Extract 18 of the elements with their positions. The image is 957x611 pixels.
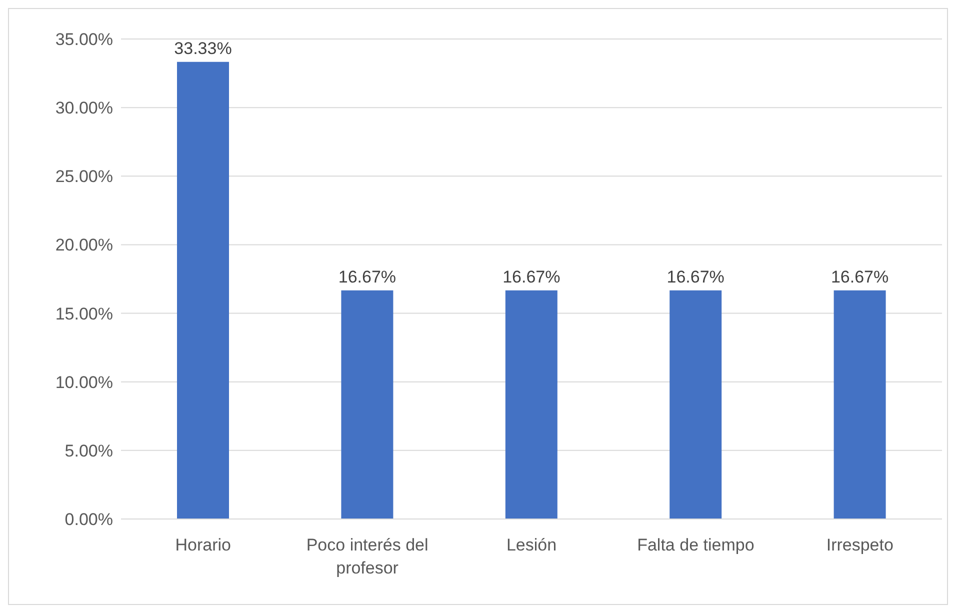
data-label: 16.67% — [338, 267, 396, 286]
x-tick-label: Falta de tiempo — [637, 535, 754, 554]
x-tick-label: Lesión — [506, 535, 557, 554]
x-tick-label: Poco interés del profesor — [306, 535, 428, 578]
data-label: 16.67% — [502, 267, 560, 286]
x-tick-label: Horario — [175, 535, 231, 554]
y-tick-label: 25.00% — [55, 167, 113, 186]
data-label: 16.67% — [666, 267, 724, 286]
data-label: 16.67% — [830, 267, 889, 286]
x-tick-label: Irrespeto — [826, 535, 894, 554]
y-tick-label: 10.00% — [55, 372, 113, 392]
y-tick-label: 5.00% — [64, 441, 113, 460]
y-tick-label: 0.00% — [64, 510, 113, 530]
y-tick-label: 20.00% — [55, 236, 113, 255]
y-tick-label: 15.00% — [55, 304, 113, 324]
y-tick-label: 35.00% — [55, 30, 113, 50]
data-label: 33.33% — [174, 38, 232, 58]
y-tick-label: 30.00% — [55, 98, 113, 118]
